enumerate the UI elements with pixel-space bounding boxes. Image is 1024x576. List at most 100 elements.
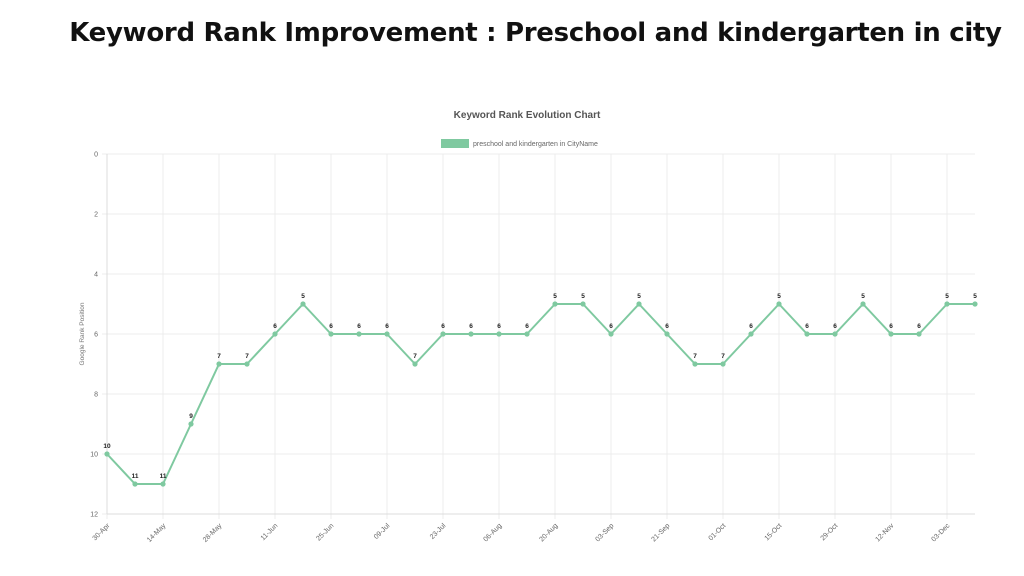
data-point [888,331,894,337]
page-heading: Keyword Rank Improvement : Preschool and… [69,18,1002,48]
series-line [106,303,975,485]
data-label: 7 [721,353,725,360]
x-tick-label: 29-Oct [820,522,840,542]
y-tick-label: 2 [94,212,98,219]
data-label: 6 [805,323,809,330]
data-label: 6 [497,323,501,330]
y-tick-label: 12 [90,512,98,519]
data-point [104,451,110,457]
data-point [580,301,586,307]
data-label: 6 [889,323,893,330]
data-point [468,331,474,337]
data-label: 11 [132,473,139,480]
x-tick-label: 23-Jul [429,522,448,541]
x-tick-label: 21-Sep [650,522,671,543]
data-point [384,331,390,337]
x-tick-label: 20-Aug [538,522,559,543]
x-tick-label: 28-May [202,522,224,544]
data-label: 6 [749,323,753,330]
x-tick-label: 09-Jul [373,522,392,541]
data-label: 5 [301,293,305,300]
data-label: 6 [273,323,277,330]
data-point [776,301,782,307]
y-tick-label: 8 [94,392,98,399]
data-point [832,331,838,337]
data-point [916,331,922,337]
data-label: 7 [245,353,249,360]
legend-swatch [441,139,469,148]
y-tick-label: 4 [94,272,98,279]
data-label: 6 [833,323,837,330]
data-label: 6 [357,323,361,330]
data-label: 5 [973,293,977,300]
x-tick-label: 14-May [146,522,168,544]
data-label: 7 [413,353,417,360]
data-point [608,331,614,337]
data-point [944,301,950,307]
series-line-path [106,303,975,485]
series-points [104,301,978,487]
data-point [300,301,306,307]
data-point [272,331,278,337]
data-label: 6 [329,323,333,330]
data-label: 9 [189,413,193,420]
data-point [132,481,138,487]
x-tick-label: 15-Oct [764,522,784,542]
data-point [244,361,250,367]
x-tick-label: 25-Jun [315,522,335,542]
data-label: 6 [469,323,473,330]
data-point [720,361,726,367]
data-label: 7 [217,353,221,360]
data-point [356,331,362,337]
data-point [496,331,502,337]
data-point [804,331,810,337]
data-point [440,331,446,337]
chart-title: Keyword Rank Evolution Chart [454,110,601,121]
data-point [328,331,334,337]
data-point [524,331,530,337]
data-point [160,481,166,487]
data-point [412,361,418,367]
x-tick-label: 06-Aug [482,522,503,543]
data-label: 5 [861,293,865,300]
x-tick-label: 01-Oct [708,522,728,542]
data-label: 10 [103,443,111,450]
data-label: 5 [637,293,641,300]
data-label: 5 [581,293,585,300]
y-tick-label: 10 [90,452,98,459]
data-label: 7 [693,353,697,360]
y-tick-label: 6 [94,332,98,339]
data-label: 6 [609,323,613,330]
axes: 0 2 4 6 8 10 12 30-Apr 14-May 28-May 11-Jun 25-Jun 0… [90,152,975,544]
data-point [692,361,698,367]
data-label: 11 [160,473,167,480]
x-tick-label: 12-Nov [874,522,895,543]
data-label: 5 [553,293,557,300]
data-label: 6 [665,323,669,330]
data-label: 6 [385,323,389,330]
data-point [860,301,866,307]
y-tick-label: 0 [94,152,98,159]
x-tick-label: 11-Jun [260,522,280,542]
data-label: 6 [441,323,445,330]
legend-label: preschool and kindergarten in CityName [473,141,598,148]
data-point [188,421,194,427]
data-label: 5 [777,293,781,300]
x-tick-label: 03-Sep [594,522,615,543]
data-labels: 10 11 11 9 7 7 6 5 6 6 6 7 6 6 6 6 5 5 6 5 6 7 7 6 5 6 6 5 6 6 5 5 [103,293,977,480]
data-point [552,301,558,307]
data-point [636,301,642,307]
x-tick-label: 03-Dec [930,522,951,543]
grid [102,153,975,519]
y-axis-title: Google Rank Position [79,302,86,365]
data-point [748,331,754,337]
data-label: 6 [525,323,529,330]
data-point [972,301,978,307]
x-tick-label: 30-Apr [92,522,112,542]
data-point [216,361,222,367]
data-label: 6 [917,323,921,330]
data-point [664,331,670,337]
data-label: 5 [945,293,949,300]
